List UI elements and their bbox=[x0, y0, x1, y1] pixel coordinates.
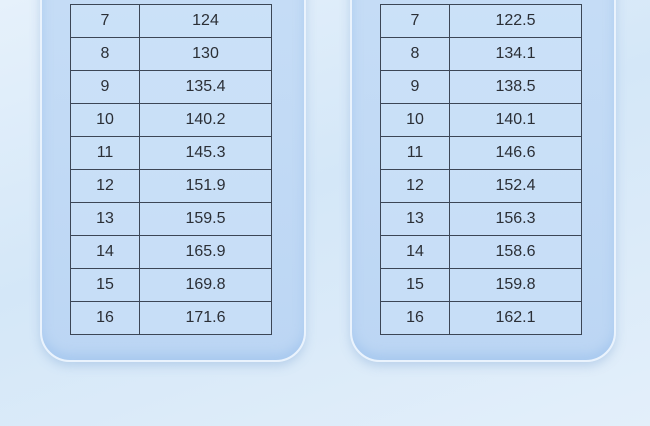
table-row: 12 151.9 bbox=[70, 169, 272, 203]
left-data-table: 7 124 8 130 9 135.4 10 140.2 11 145.3 12 151.9 13 159… bbox=[70, 4, 272, 335]
table-row: 10 140.1 bbox=[380, 103, 582, 137]
age-cell: 7 bbox=[380, 4, 450, 38]
age-cell: 13 bbox=[70, 202, 140, 236]
table-row: 15 169.8 bbox=[70, 268, 272, 302]
value-cell: 130 bbox=[139, 37, 272, 71]
table-row: 11 145.3 bbox=[70, 136, 272, 170]
value-cell: 169.8 bbox=[139, 268, 272, 302]
age-cell: 8 bbox=[70, 37, 140, 71]
age-cell: 16 bbox=[70, 301, 140, 335]
value-cell: 138.5 bbox=[449, 70, 582, 104]
value-cell: 158.6 bbox=[449, 235, 582, 269]
table-row: 14 165.9 bbox=[70, 235, 272, 269]
age-cell: 13 bbox=[380, 202, 450, 236]
table-row: 11 146.6 bbox=[380, 136, 582, 170]
value-cell: 145.3 bbox=[139, 136, 272, 170]
table-row: 8 130 bbox=[70, 37, 272, 71]
age-cell: 10 bbox=[380, 103, 450, 137]
value-cell: 159.5 bbox=[139, 202, 272, 236]
table-row: 12 152.4 bbox=[380, 169, 582, 203]
value-cell: 122.5 bbox=[449, 4, 582, 38]
age-cell: 12 bbox=[70, 169, 140, 203]
right-table-card: 7 122.5 8 134.1 9 138.5 10 140.1 11 146.6 12 152.4 1… bbox=[350, 0, 616, 362]
left-table-card: 7 124 8 130 9 135.4 10 140.2 11 145.3 12 151.9 13 159… bbox=[40, 0, 306, 362]
value-cell: 156.3 bbox=[449, 202, 582, 236]
value-cell: 162.1 bbox=[449, 301, 582, 335]
table-row: 9 135.4 bbox=[70, 70, 272, 104]
right-data-table: 7 122.5 8 134.1 9 138.5 10 140.1 11 146.6 12 152.4 1… bbox=[380, 4, 582, 335]
table-row: 15 159.8 bbox=[380, 268, 582, 302]
table-row: 10 140.2 bbox=[70, 103, 272, 137]
age-cell: 11 bbox=[70, 136, 140, 170]
table-row: 14 158.6 bbox=[380, 235, 582, 269]
table-row: 16 171.6 bbox=[70, 301, 272, 335]
value-cell: 151.9 bbox=[139, 169, 272, 203]
age-cell: 9 bbox=[380, 70, 450, 104]
age-cell: 14 bbox=[70, 235, 140, 269]
table-row: 7 124 bbox=[70, 4, 272, 38]
table-row: 9 138.5 bbox=[380, 70, 582, 104]
age-cell: 14 bbox=[380, 235, 450, 269]
value-cell: 146.6 bbox=[449, 136, 582, 170]
age-cell: 10 bbox=[70, 103, 140, 137]
value-cell: 140.2 bbox=[139, 103, 272, 137]
age-cell: 15 bbox=[380, 268, 450, 302]
age-cell: 12 bbox=[380, 169, 450, 203]
age-cell: 15 bbox=[70, 268, 140, 302]
table-row: 16 162.1 bbox=[380, 301, 582, 335]
age-cell: 7 bbox=[70, 4, 140, 38]
table-row: 8 134.1 bbox=[380, 37, 582, 71]
value-cell: 165.9 bbox=[139, 235, 272, 269]
table-row: 7 122.5 bbox=[380, 4, 582, 38]
age-cell: 16 bbox=[380, 301, 450, 335]
value-cell: 171.6 bbox=[139, 301, 272, 335]
age-cell: 11 bbox=[380, 136, 450, 170]
age-cell: 9 bbox=[70, 70, 140, 104]
value-cell: 134.1 bbox=[449, 37, 582, 71]
value-cell: 152.4 bbox=[449, 169, 582, 203]
value-cell: 140.1 bbox=[449, 103, 582, 137]
table-row: 13 159.5 bbox=[70, 202, 272, 236]
value-cell: 159.8 bbox=[449, 268, 582, 302]
table-row: 13 156.3 bbox=[380, 202, 582, 236]
value-cell: 135.4 bbox=[139, 70, 272, 104]
value-cell: 124 bbox=[139, 4, 272, 38]
age-cell: 8 bbox=[380, 37, 450, 71]
